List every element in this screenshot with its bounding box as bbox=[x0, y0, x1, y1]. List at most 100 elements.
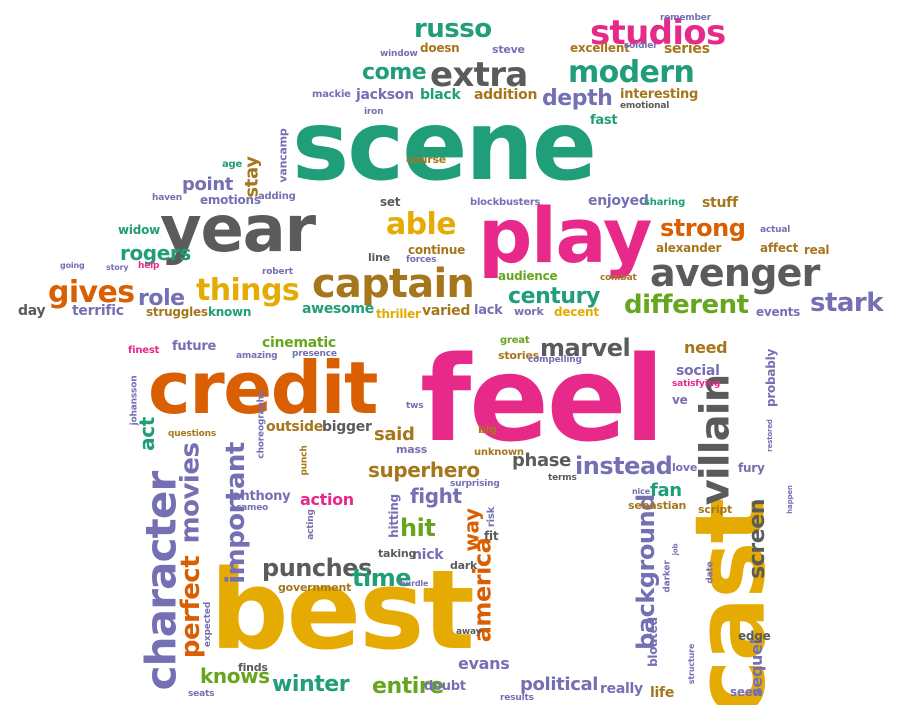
word-age: age bbox=[222, 159, 243, 170]
word-lack: lack bbox=[474, 303, 503, 318]
word-hit: hit bbox=[400, 514, 436, 542]
word-enjoyed: enjoyed bbox=[588, 193, 649, 209]
word-really: really bbox=[600, 681, 643, 697]
word-love: love bbox=[672, 461, 698, 474]
word-day: day bbox=[18, 303, 46, 319]
word-haven: haven bbox=[152, 193, 182, 203]
word-satisfying: satisfying bbox=[672, 379, 721, 389]
word-way: way bbox=[459, 508, 484, 552]
word-instead: instead bbox=[575, 452, 673, 480]
word-cinematic: cinematic bbox=[262, 335, 336, 351]
word-things: things bbox=[196, 273, 300, 308]
word-century: century bbox=[508, 284, 600, 309]
word-role: role bbox=[138, 286, 185, 311]
word-scene: scene bbox=[292, 90, 597, 202]
word-known: known bbox=[208, 305, 252, 319]
word-dark: dark bbox=[450, 559, 478, 572]
word-important: important bbox=[220, 442, 251, 584]
word-soldier: soldier bbox=[624, 41, 658, 51]
word-finds: finds bbox=[238, 661, 268, 674]
word-happen: happen bbox=[785, 485, 794, 514]
word-excellent: excellent bbox=[570, 41, 630, 55]
word-remember: remember bbox=[660, 13, 711, 23]
word-taking: taking bbox=[378, 547, 417, 560]
word-doesn: doesn bbox=[420, 41, 460, 55]
word-mackie: mackie bbox=[312, 89, 351, 100]
word-act: act bbox=[134, 417, 159, 451]
word-thriller: thriller bbox=[376, 307, 421, 321]
word-sharing: sharing bbox=[644, 197, 686, 208]
word-results: results bbox=[500, 693, 534, 703]
word-sebastian: sebastian bbox=[628, 499, 687, 512]
word-forces: forces bbox=[406, 255, 437, 265]
word-presence: presence bbox=[292, 349, 337, 359]
word-studios: studios bbox=[590, 13, 726, 53]
word-surprising: surprising bbox=[450, 479, 500, 489]
word-unknown: unknown bbox=[474, 447, 524, 458]
word-choreography: choreography bbox=[256, 390, 267, 459]
word-need: need bbox=[684, 338, 728, 357]
word-darker: darker bbox=[662, 560, 673, 593]
word-action: action bbox=[300, 490, 354, 509]
word-time: time bbox=[352, 564, 412, 592]
word-compelling: compelling bbox=[528, 355, 582, 365]
word-perfect: perfect bbox=[176, 555, 207, 659]
word-gives: gives bbox=[48, 275, 135, 310]
word-probably: probably bbox=[764, 348, 779, 408]
word-stories: stories bbox=[498, 349, 540, 362]
word-ve: ve bbox=[672, 393, 688, 407]
word-continue: continue bbox=[408, 243, 466, 257]
word-events: events bbox=[756, 305, 801, 319]
word-nick: nick bbox=[412, 547, 444, 563]
word-play: play bbox=[478, 191, 652, 280]
word-edge: edge bbox=[738, 629, 771, 643]
word-date: date bbox=[705, 561, 716, 584]
word-different: different bbox=[624, 290, 749, 320]
word-course: course bbox=[406, 153, 447, 166]
word-widow: widow bbox=[118, 223, 160, 237]
word-vancamp: vancamp bbox=[276, 128, 290, 183]
word-russo: russo bbox=[414, 14, 492, 44]
word-actual: actual bbox=[760, 225, 791, 235]
word-strong: strong bbox=[660, 214, 746, 242]
word-modern: modern bbox=[568, 55, 695, 90]
word-tws: tws bbox=[406, 401, 424, 411]
word-movies: movies bbox=[175, 442, 206, 544]
word-extra: extra bbox=[430, 55, 528, 95]
word-questions: questions bbox=[168, 429, 217, 439]
word-emotions: emotions bbox=[200, 193, 261, 207]
word-doubt: doubt bbox=[424, 679, 466, 694]
word-point: point bbox=[182, 174, 234, 195]
word-captain: captain bbox=[312, 261, 475, 307]
word-punch: punch bbox=[299, 445, 310, 476]
word-knows: knows bbox=[200, 664, 270, 688]
word-combat: combat bbox=[600, 273, 637, 283]
word-evans: evans bbox=[458, 654, 510, 673]
word-steve: steve bbox=[492, 43, 525, 56]
word-terrific: terrific bbox=[72, 303, 124, 319]
word-going: going bbox=[60, 261, 85, 270]
word-said: said bbox=[374, 424, 415, 445]
word-story: story bbox=[106, 263, 129, 272]
word-acting: acting bbox=[305, 509, 316, 540]
word-political: political bbox=[520, 674, 599, 695]
word-nice: nice bbox=[632, 487, 650, 496]
word-punches: punches bbox=[262, 554, 372, 582]
word-seats: seats bbox=[188, 689, 215, 699]
word-risk: risk bbox=[486, 506, 498, 528]
word-winter: winter bbox=[272, 672, 350, 697]
word-expected: expected bbox=[203, 601, 214, 648]
word-blockbusters: blockbusters bbox=[470, 197, 541, 208]
word-finest: finest bbox=[128, 345, 160, 356]
word-cameo: cameo bbox=[236, 503, 269, 513]
word-anthony: anthony bbox=[232, 489, 291, 504]
word-black: black bbox=[420, 87, 461, 103]
word-affect: affect bbox=[760, 241, 799, 255]
word-work: work bbox=[514, 305, 544, 318]
word-fast: fast bbox=[590, 113, 618, 128]
word-screen: screen bbox=[744, 499, 770, 579]
word-social: social bbox=[676, 363, 720, 379]
word-mass: mass bbox=[396, 443, 428, 456]
word-rogers: rogers bbox=[120, 241, 191, 265]
